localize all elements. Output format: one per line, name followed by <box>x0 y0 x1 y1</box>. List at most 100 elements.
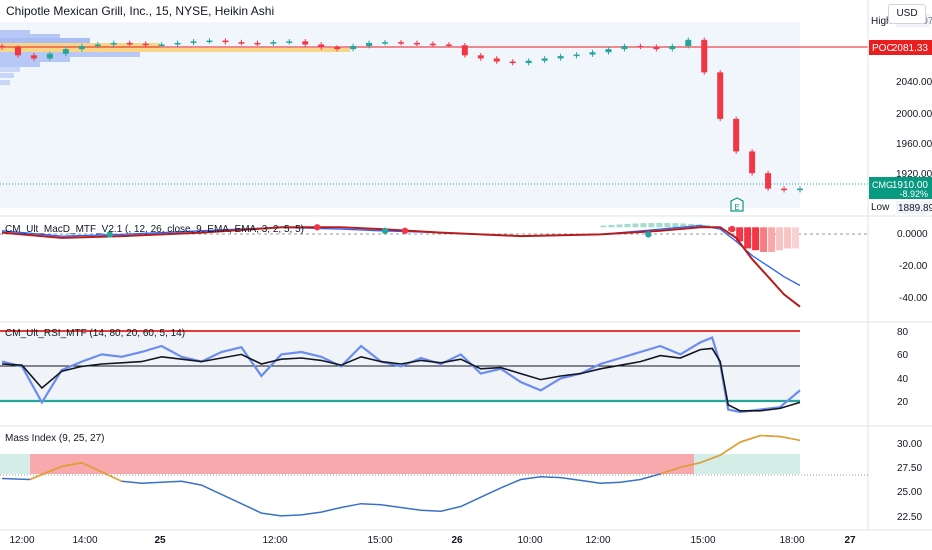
candle-body <box>318 44 325 48</box>
mass-index-high-segment <box>29 434 801 482</box>
mass-bg-green-2 <box>694 454 800 474</box>
mass-tick: 30.00 <box>897 439 922 450</box>
macd-indicator-label[interactable]: CM_Ult_MacD_MTF_V2.1 (, 12, 26, close, 9… <box>5 224 304 235</box>
candle-body <box>461 45 468 56</box>
volume-profile-bar <box>0 67 20 72</box>
macd-histogram-bar <box>776 227 784 251</box>
rsi-tick: 20 <box>897 397 909 408</box>
time-label: 14:00 <box>72 535 97 546</box>
volume-profile-bar <box>0 80 10 85</box>
macd-tick: -40.00 <box>899 293 928 304</box>
macd-cross-dot <box>401 227 409 235</box>
rsi-line <box>1 336 801 414</box>
mass-bg-green-1 <box>0 454 30 474</box>
candle-body <box>621 46 628 50</box>
candle-body <box>669 46 676 50</box>
volume-profile-bar <box>0 73 14 78</box>
time-axis[interactable]: 12:00 14:00 25 12:00 15:00 26 10:00 12:0… <box>9 535 856 546</box>
macd-histogram-bar <box>600 225 607 228</box>
macd-histogram-bar <box>736 227 744 242</box>
macd-histogram-bar <box>760 227 768 252</box>
time-label: 27 <box>844 535 856 546</box>
mass-tick: 27.50 <box>897 463 922 474</box>
candle-body <box>701 39 708 73</box>
candle-body <box>525 60 532 64</box>
poc-tag-value: 2081.33 <box>892 43 929 54</box>
candle-body <box>78 46 85 50</box>
time-label: 12:00 <box>585 535 610 546</box>
candle-body <box>350 46 357 50</box>
mass-tick: 25.00 <box>897 487 922 498</box>
candle-body <box>14 47 21 56</box>
candle-body <box>110 42 117 45</box>
low-value-box <box>896 201 930 214</box>
candle-body <box>238 42 245 44</box>
macd-histogram-bar <box>752 227 760 251</box>
time-label: 15:00 <box>367 535 392 546</box>
macd-cross-dot <box>106 231 113 238</box>
macd-histogram-bar <box>656 222 663 228</box>
last-price-value: 1910.00 <box>892 180 929 191</box>
time-label: 18:00 <box>779 535 804 546</box>
time-label: 12:00 <box>262 535 287 546</box>
candle-body <box>0 46 5 48</box>
candle-body <box>733 118 740 152</box>
price-tick: 1920.00 <box>896 169 932 180</box>
candle-body <box>270 42 277 44</box>
price-tick: 2000.00 <box>896 109 932 120</box>
low-value: 1889.89 <box>898 203 932 214</box>
volume-profile-bar <box>0 30 30 34</box>
macd-histogram-bar <box>648 222 655 228</box>
candle-body <box>254 42 261 45</box>
rsi-tick: 80 <box>897 327 909 338</box>
mass-indicator-label[interactable]: Mass Index (9, 25, 27) <box>5 433 105 444</box>
macd-histogram-bar <box>792 227 800 249</box>
macd-histogram-bar <box>664 222 671 228</box>
price-axis[interactable]: High 2114.07 POC 2081.33 2040.00 2000.00… <box>869 14 932 523</box>
rsi-indicator-label[interactable]: CM_Ult_RSI_MTF (14, 80, 20, 60, 5, 14) <box>5 328 186 339</box>
mass-bg-red <box>30 454 694 474</box>
time-label: 25 <box>154 535 166 546</box>
macd-tick: -20.00 <box>899 261 928 272</box>
candle-body <box>717 72 724 119</box>
poc-tag-label: POC <box>872 43 894 54</box>
macd-histogram-bar <box>688 223 695 228</box>
candle-body <box>126 42 133 45</box>
candle-body <box>637 46 644 48</box>
rsi-tick: 40 <box>897 374 909 385</box>
macd-histogram-bar <box>640 223 647 228</box>
candle-body <box>493 58 500 62</box>
volume-profile-bar <box>0 52 140 57</box>
candle-body <box>46 53 53 59</box>
candle-body <box>334 47 341 50</box>
macd-histogram-bar <box>672 223 679 228</box>
candle-body <box>765 173 772 189</box>
mass-tick: 22.50 <box>897 512 922 523</box>
candle-body <box>382 42 389 44</box>
volume-profile-bar <box>0 48 350 52</box>
candle-body <box>797 188 803 191</box>
symbol-title[interactable]: Chipotle Mexican Grill, Inc., 15, NYSE, … <box>6 4 275 18</box>
rsi-avg-line <box>1 347 801 412</box>
candle-body <box>557 56 564 59</box>
candle-body <box>158 44 165 46</box>
earnings-badge-text: E <box>734 203 739 212</box>
macd-histogram <box>600 222 800 252</box>
time-label: 26 <box>451 535 463 546</box>
candle-body <box>541 58 548 61</box>
volume-profile <box>0 30 350 85</box>
last-price-change: -8.92% <box>899 189 928 199</box>
macd-cross-dot <box>645 231 652 238</box>
candle-body <box>429 43 436 46</box>
currency-button[interactable]: USD <box>888 4 926 24</box>
volume-profile-bar <box>0 57 70 62</box>
candle-body <box>477 55 484 59</box>
candle-body <box>653 46 660 50</box>
earnings-badge[interactable]: E <box>730 197 744 212</box>
macd-histogram-bar <box>632 223 639 228</box>
candle-body <box>174 42 181 45</box>
candle-body <box>573 54 580 57</box>
macd-cross-dot <box>314 224 321 231</box>
